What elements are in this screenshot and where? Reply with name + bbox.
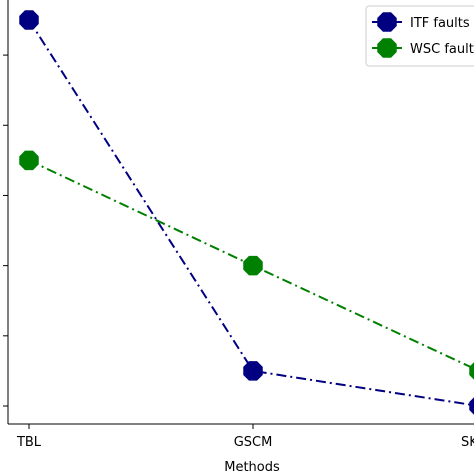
legend-label: ITF faults	[410, 16, 470, 31]
series-line	[28, 19, 474, 407]
legend: ITF faults WSC faults	[365, 5, 474, 67]
chart-axes: TBL GSCM SKI_A	[3, 0, 474, 450]
chart-series	[19, 10, 474, 415]
x-tick-label: GSCM	[234, 435, 273, 450]
legend-entry: ITF faults	[372, 12, 470, 32]
legend-label: WSC faults	[410, 42, 474, 57]
data-point	[243, 255, 263, 276]
series-itf-faults	[19, 10, 474, 415]
series-wsc-faults	[19, 150, 474, 380]
legend-entry: WSC faults	[372, 38, 474, 58]
data-point	[469, 362, 474, 380]
legend-marker	[377, 38, 397, 58]
x-tick-label: SKI_A	[461, 435, 474, 450]
data-point	[19, 10, 39, 30]
x-tick-label: TBL	[16, 435, 42, 450]
data-point	[19, 150, 39, 171]
data-point	[243, 361, 263, 381]
data-point	[469, 397, 474, 415]
x-axis-title: Methods	[224, 460, 280, 474]
legend-marker	[377, 12, 397, 32]
